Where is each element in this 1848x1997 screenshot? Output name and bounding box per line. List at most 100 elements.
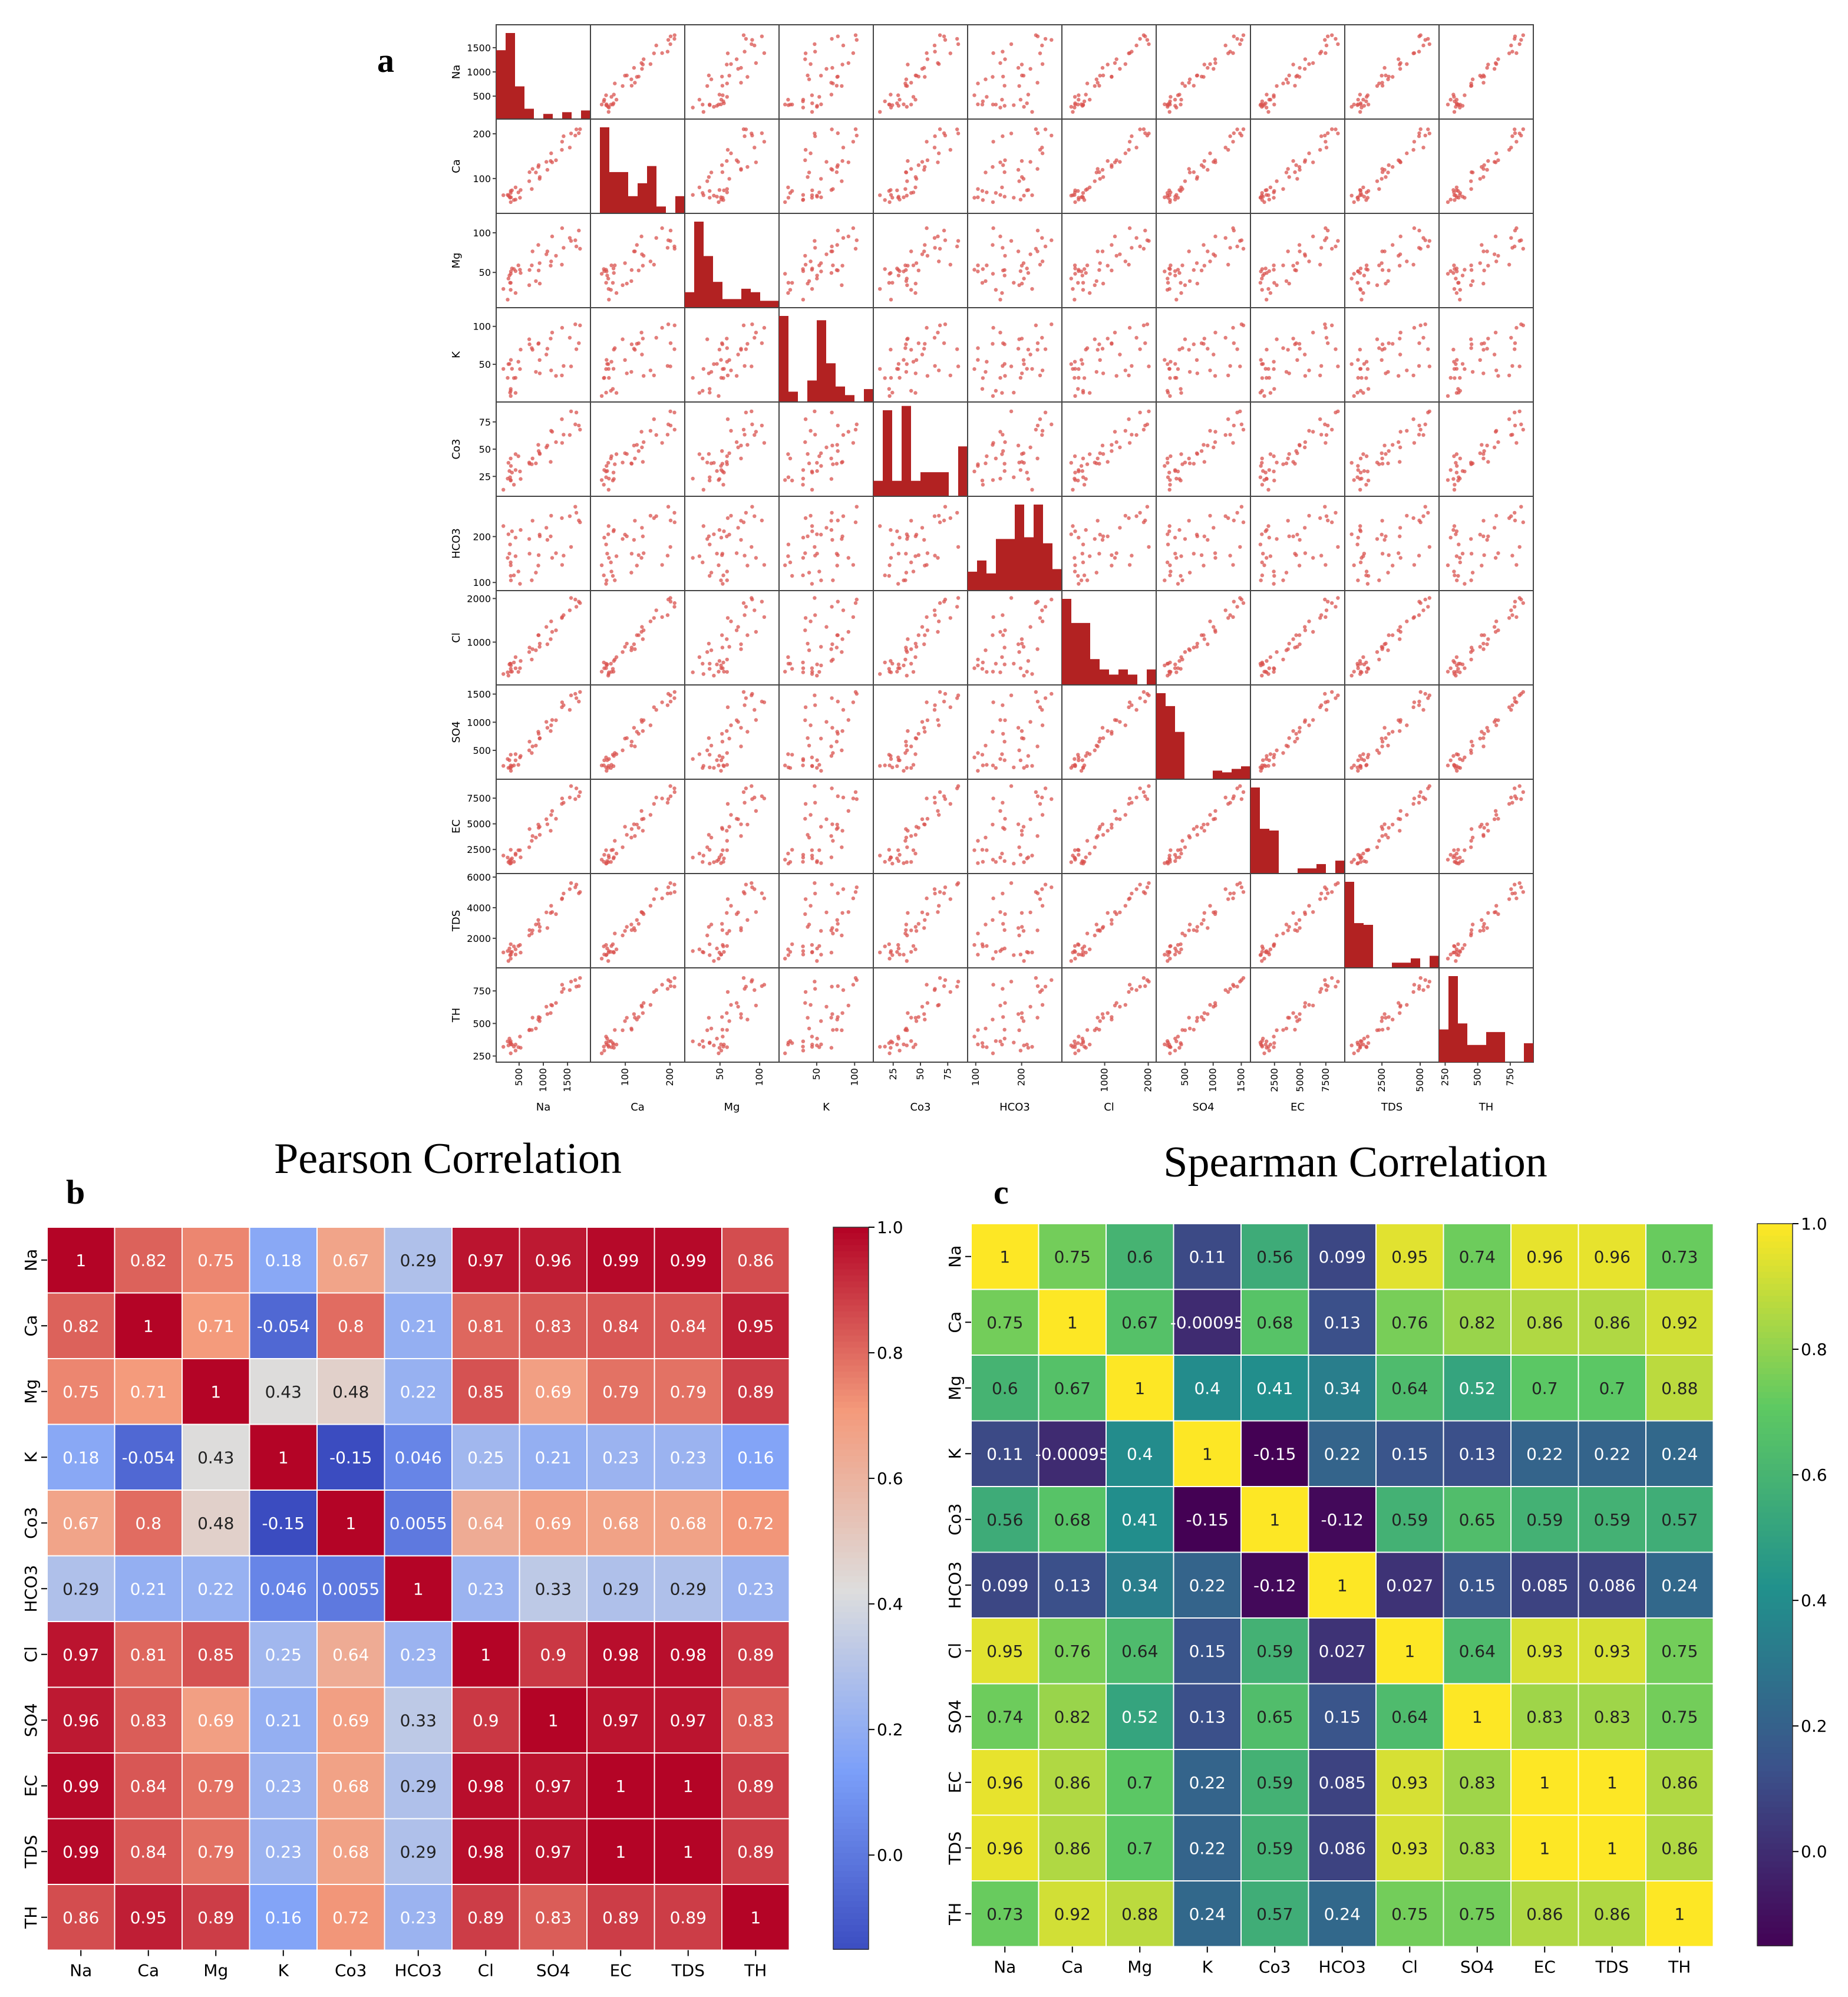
- scatter-point: [1482, 553, 1486, 557]
- scatter-point: [1355, 196, 1359, 200]
- scatter-point: [1016, 822, 1021, 826]
- scatter-point: [920, 817, 925, 822]
- scatter-point: [853, 127, 858, 131]
- scatter-point: [1239, 133, 1244, 138]
- scatter-point: [508, 1040, 512, 1044]
- scatter-point: [1496, 158, 1500, 162]
- scatter-point: [1513, 696, 1517, 700]
- scatter-point: [817, 1045, 821, 1049]
- scatter-point: [1358, 1039, 1363, 1043]
- scatter-point: [530, 657, 534, 662]
- scatter-point: [835, 822, 839, 827]
- scatter-point: [909, 560, 913, 565]
- scatter-point: [717, 763, 721, 767]
- scatter-point: [1377, 81, 1381, 85]
- scatter-point: [1183, 179, 1187, 183]
- scatter-point: [913, 947, 918, 951]
- scatter-point: [819, 645, 823, 649]
- scatter-point: [1231, 896, 1235, 901]
- scatter-point: [1387, 449, 1391, 453]
- scatter-point: [750, 38, 754, 42]
- scatter-point: [1168, 99, 1172, 104]
- scatter-point: [701, 764, 706, 768]
- scatter-point: [1035, 744, 1040, 749]
- scatter-point: [1513, 347, 1517, 351]
- scatter-point: [846, 809, 851, 813]
- scatter-point: [790, 942, 794, 947]
- scatter-point: [1380, 744, 1384, 749]
- matrix-cell-TDS-Cl: [1061, 873, 1157, 968]
- scatter-point: [1426, 605, 1430, 609]
- scatter-point: [648, 368, 653, 373]
- scatter-point: [994, 388, 998, 393]
- scatter-point: [1145, 691, 1150, 696]
- scatter-point: [1366, 753, 1371, 757]
- matrix-cell-Cl-Ca: [590, 590, 685, 686]
- matrix-ylabel-EC: EC: [450, 819, 463, 833]
- scatter-point: [1228, 50, 1232, 54]
- scatter-point: [1293, 1027, 1297, 1032]
- scatter-point: [1085, 931, 1090, 935]
- scatter-point: [817, 263, 821, 268]
- scatter-point: [801, 468, 806, 472]
- scatter-point: [530, 167, 534, 171]
- scatter-point: [807, 571, 811, 575]
- scatter-point: [909, 766, 913, 770]
- scatter-point: [887, 942, 892, 947]
- scatter-point: [1138, 127, 1142, 131]
- scatter-point: [1012, 390, 1016, 395]
- scatter-point: [574, 410, 579, 414]
- scatter-point: [569, 881, 573, 885]
- scatter-point: [1387, 633, 1391, 637]
- scatter-point: [1510, 800, 1514, 805]
- scatter-point: [1199, 553, 1204, 557]
- scatter-point: [1485, 65, 1489, 70]
- scatter-point: [719, 758, 724, 763]
- hist-bar: [1232, 769, 1241, 779]
- scatter-point: [1448, 758, 1453, 763]
- matrix-cell-frame: [873, 873, 968, 968]
- scatter-point: [1223, 146, 1227, 150]
- scatter-point: [545, 249, 550, 253]
- scatter-point: [830, 696, 834, 700]
- scatter-point: [984, 370, 988, 374]
- scatter-point: [729, 1003, 733, 1007]
- scatter-point: [813, 703, 817, 707]
- scatter-point: [1412, 325, 1417, 330]
- scatter-point: [1330, 690, 1334, 694]
- scatter-point: [527, 748, 532, 753]
- scatter-point: [933, 50, 937, 54]
- scatter-point: [933, 703, 937, 707]
- scatter-point: [1179, 574, 1183, 578]
- scatter-point: [991, 272, 995, 276]
- scatter-point: [846, 1003, 851, 1008]
- scatter-point: [902, 102, 906, 107]
- matrix-xtick-label: 200: [1016, 1068, 1027, 1086]
- scatter-point: [1167, 110, 1172, 114]
- scatter-point: [640, 526, 644, 530]
- scatter-point: [1050, 691, 1054, 696]
- scatter-point: [1510, 50, 1514, 54]
- scatter-point: [697, 851, 702, 856]
- scatter-point: [887, 1051, 892, 1056]
- scatter-point: [545, 822, 550, 826]
- scatter-point: [1481, 736, 1486, 740]
- scatter-point: [544, 252, 549, 256]
- scatter-point: [1038, 705, 1042, 710]
- scatter-point: [527, 645, 532, 650]
- heatmap-cell-label: 0.81: [467, 1316, 504, 1336]
- scatter-point: [1012, 861, 1016, 866]
- scatter-point: [1323, 422, 1327, 427]
- scatter-point: [562, 246, 566, 250]
- scatter-point: [1452, 950, 1457, 955]
- scatter-point: [707, 833, 711, 837]
- scatter-point: [1239, 797, 1244, 801]
- scatter-point: [976, 663, 980, 668]
- scatter-point: [1455, 769, 1459, 773]
- scatter-point: [629, 922, 633, 927]
- scatter-point: [1481, 456, 1486, 460]
- scatter-point: [573, 322, 578, 327]
- scatter-point: [1384, 281, 1388, 286]
- scatter-point: [1035, 647, 1040, 651]
- scatter-point: [1094, 922, 1099, 927]
